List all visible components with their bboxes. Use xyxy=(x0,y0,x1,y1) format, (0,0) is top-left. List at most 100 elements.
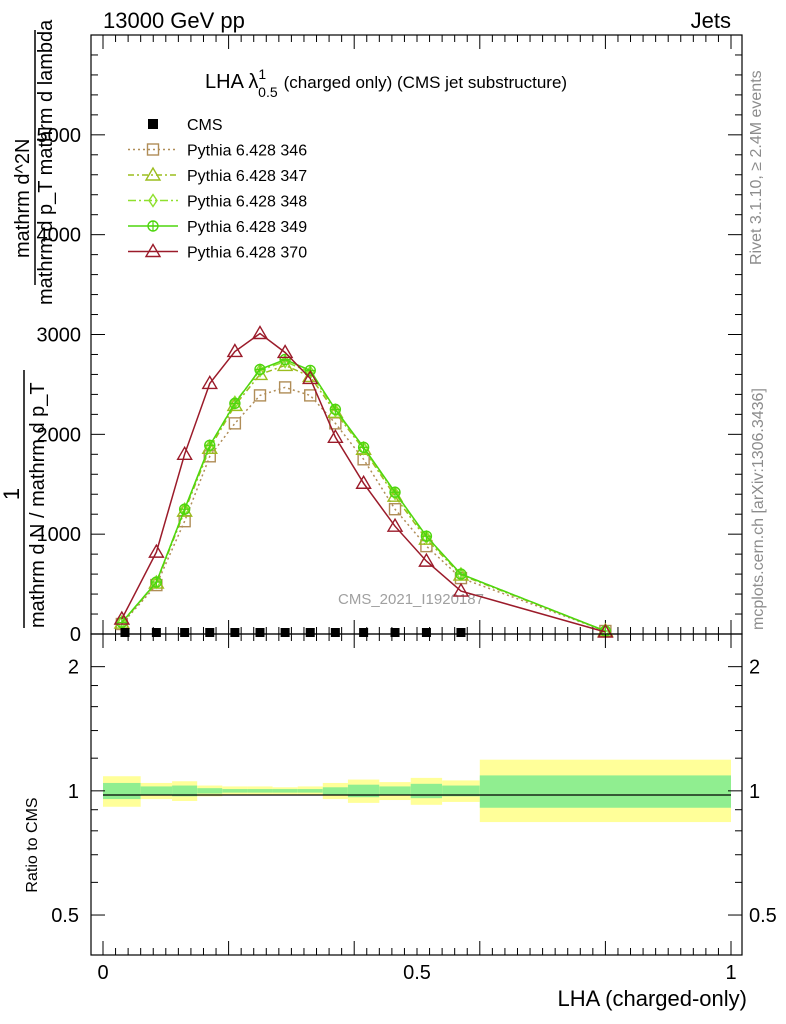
series-marker xyxy=(148,193,158,208)
y-tick-label: 3000 xyxy=(37,325,82,347)
series-marker xyxy=(201,375,218,390)
series-marker xyxy=(228,417,242,430)
ratio-y-tick-label: 2 xyxy=(68,657,79,679)
legend-label: Pythia 6.428 346 xyxy=(187,143,307,160)
series-marker xyxy=(144,243,162,258)
stat-uncertainty-band xyxy=(442,785,480,797)
y-label-denominator: mathrm d N / mathrm d p_T xyxy=(27,382,49,628)
legend-label: Pythia 6.428 370 xyxy=(187,245,307,262)
stat-uncertainty-band xyxy=(347,784,380,798)
cms-point xyxy=(390,628,400,638)
series-marker xyxy=(355,474,372,489)
series-marker xyxy=(251,325,269,340)
cms-point xyxy=(230,628,240,638)
y-label-denominator-right: mathrm d p_T mathrm d lambda xyxy=(35,19,57,305)
cms-point xyxy=(205,628,215,638)
y-label-numerator-right: mathrm d^2N xyxy=(12,139,34,258)
series-marker xyxy=(179,501,190,517)
legend-cms-marker xyxy=(148,119,158,129)
legend: CMS Pythia 6.428 346 Pythia 6.428 347 Pythi… xyxy=(128,117,307,262)
y-tick-label: 5000 xyxy=(37,125,82,147)
series-marker xyxy=(302,370,319,385)
series-marker xyxy=(253,389,267,402)
x-tick-label: 0.5 xyxy=(403,962,431,984)
series-marker xyxy=(390,485,400,501)
ratio-panel: 0.5 0.51 12 2 0 0.5 1 Ratio to CMS LHA (charg… xyxy=(24,633,777,1011)
legend-label: CMS xyxy=(187,117,223,134)
stat-uncertainty-band xyxy=(197,788,223,794)
y-tick-label: 0 xyxy=(70,624,81,646)
y-tick-label: 1000 xyxy=(37,524,82,546)
stat-uncertainty-band xyxy=(103,782,141,800)
series-marker xyxy=(278,381,292,394)
cms-point xyxy=(120,628,130,638)
main-title: LHA λ1 0.5 (charged only) (CMS jet substru… xyxy=(205,66,567,100)
series-marker xyxy=(388,503,402,516)
series-5 xyxy=(113,325,614,638)
series-marker xyxy=(276,357,294,372)
series-marker xyxy=(113,610,131,625)
title-main: LHA λ xyxy=(205,71,258,93)
y-tick-label: 2000 xyxy=(37,424,82,446)
series-line xyxy=(121,332,606,633)
stat-uncertainty-band xyxy=(479,775,731,808)
stat-uncertainty-band xyxy=(222,789,248,793)
ratio-tick-marks xyxy=(91,634,742,956)
legend-label: Pythia 6.428 348 xyxy=(187,194,307,211)
cms-point xyxy=(456,628,466,638)
stat-uncertainty-band xyxy=(272,789,298,793)
title-sub: 0.5 xyxy=(258,84,278,100)
header-energy: 13000 GeV pp xyxy=(103,8,245,33)
ratio-y-label: Ratio to CMS xyxy=(24,797,41,892)
series-marker xyxy=(386,517,404,532)
ratio-bands xyxy=(103,759,731,823)
series-marker xyxy=(151,574,162,590)
stat-uncertainty-band xyxy=(297,789,323,793)
series-marker xyxy=(421,529,432,545)
y-tick-label: 4000 xyxy=(37,225,82,247)
series-marker xyxy=(146,143,160,156)
ratio-y-tick-label: 1 xyxy=(749,781,760,803)
series-marker xyxy=(418,552,435,567)
rivet-label: Rivet 3.1.10, ≥ 2.4M events xyxy=(748,70,765,265)
header-jets: Jets xyxy=(691,8,731,33)
series-marker xyxy=(330,403,341,418)
cms-point xyxy=(180,628,190,638)
title-rest: (charged only) (CMS jet substructure) xyxy=(284,73,567,92)
stat-uncertainty-band xyxy=(410,783,443,799)
series-marker xyxy=(452,582,470,597)
ratio-y-tick-label: 1 xyxy=(68,781,79,803)
series-marker xyxy=(327,428,344,444)
series-marker xyxy=(144,166,162,181)
stat-uncertainty-band xyxy=(172,785,198,797)
ratio-y-tick-label: 0.5 xyxy=(749,905,777,927)
analysis-watermark: CMS_2021_I1920187 xyxy=(338,591,484,608)
cms-point xyxy=(280,628,290,638)
series-marker xyxy=(204,439,215,454)
ratio-y-tick-label: 0.5 xyxy=(51,905,79,927)
y-label-numerator: 1 xyxy=(0,488,24,500)
legend-label: Pythia 6.428 349 xyxy=(187,219,307,236)
legend-label: Pythia 6.428 347 xyxy=(187,168,307,185)
main-y-tick-labels: 0 1000 2000 3000 4000 5000 xyxy=(37,125,82,646)
ratio-y-tick-label: 2 xyxy=(749,657,760,679)
cms-point xyxy=(421,628,431,638)
series-marker xyxy=(176,445,193,460)
series-marker xyxy=(148,543,165,558)
stat-uncertainty-band xyxy=(247,789,273,793)
stat-uncertainty-band xyxy=(140,786,173,796)
stat-uncertainty-band xyxy=(322,787,348,795)
x-tick-label: 1 xyxy=(725,962,736,984)
series-marker xyxy=(304,389,317,402)
series-marker xyxy=(276,344,294,359)
cms-data-points xyxy=(120,628,466,638)
mcplots-label: mcplots.cern.ch [arXiv:1306.3436] xyxy=(750,388,767,630)
cms-point xyxy=(330,628,340,638)
cms-point xyxy=(305,628,315,638)
x-axis-label: LHA (charged-only) xyxy=(557,986,747,1011)
cms-point xyxy=(255,628,265,638)
cms-point xyxy=(151,628,161,638)
cms-point xyxy=(359,628,369,638)
